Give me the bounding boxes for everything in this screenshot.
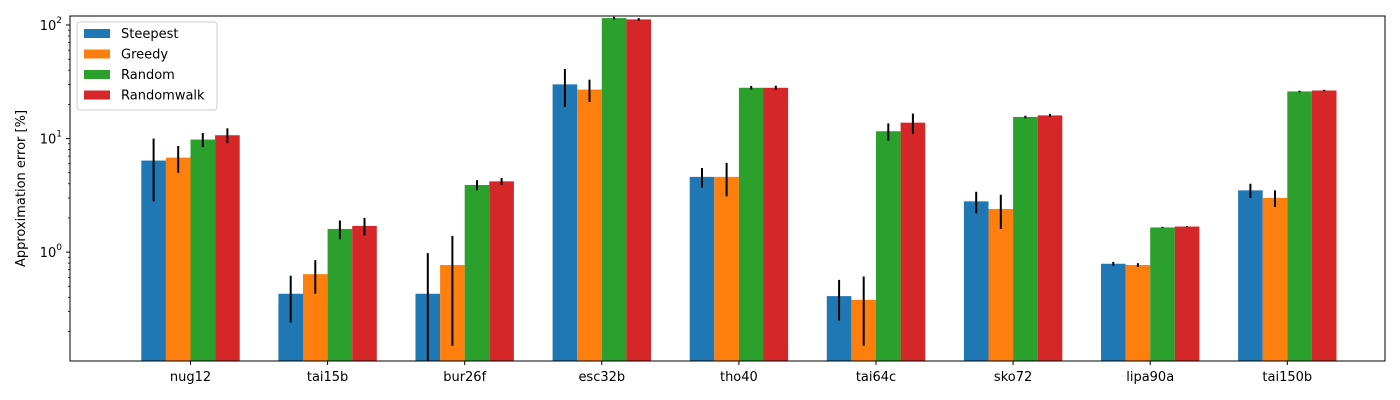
bars-layer [141, 18, 1337, 362]
bar-greedy-tho40 [714, 176, 739, 361]
x-tick-label-nug12: nug12 [170, 370, 211, 385]
bar-random-nug12 [190, 139, 216, 361]
legend-label-steepest: Steepest [121, 27, 178, 42]
bar-steepest-tai150b [1238, 190, 1263, 361]
bar-greedy-lipa90a [1125, 265, 1151, 361]
bar-greedy-esc32b [577, 89, 602, 362]
legend-swatch-steepest [84, 29, 110, 38]
bar-greedy-tai150b [1262, 197, 1288, 361]
bar-randomwalk-lipa90a [1174, 226, 1200, 361]
bar-randomwalk-nug12 [215, 135, 240, 361]
y-tick-label-1: 100 [40, 243, 63, 261]
bar-random-tho40 [738, 87, 764, 361]
x-tick-label-tho40: tho40 [720, 370, 758, 385]
bar-randomwalk-bur26f [489, 181, 514, 361]
bar-greedy-nug12 [165, 157, 191, 361]
bar-random-lipa90a [1150, 227, 1175, 361]
x-tick-label-tai15b: tai15b [307, 370, 348, 385]
bar-random-sko72 [1013, 116, 1038, 361]
y-tick-label-100: 102 [40, 16, 62, 34]
legend-label-randomwalk: Randomwalk [121, 89, 205, 104]
bar-randomwalk-tai64c [900, 122, 926, 361]
bar-randomwalk-tho40 [763, 87, 789, 361]
bar-random-tai15b [327, 228, 353, 361]
x-tick-label-tai64c: tai64c [856, 370, 896, 385]
x-axis-ticks: nug12 tai15b bur26f esc32b tho40 tai64c sko72 l… [170, 361, 1312, 385]
legend-swatch-greedy [84, 49, 110, 59]
legend: Steepest Greedy Random Randomwalk [76, 21, 218, 111]
bar-randomwalk-tai150b [1311, 90, 1337, 361]
bar-randomwalk-sko72 [1037, 115, 1063, 361]
x-tick-label-tai150b: tai150b [1262, 370, 1312, 385]
error-bars-layer [152, 16, 1326, 361]
x-tick-label-lipa90a: lipa90a [1126, 370, 1174, 385]
bar-greedy-sko72 [988, 208, 1014, 361]
bar-random-tai64c [876, 131, 901, 361]
bar-random-tai150b [1287, 91, 1312, 362]
y-axis-ticks: 100 101 102 [40, 16, 70, 332]
bar-steepest-esc32b [552, 84, 578, 362]
legend-box [76, 21, 218, 111]
x-tick-label-bur26f: bur26f [443, 370, 486, 385]
legend-swatch-randomwalk [84, 90, 110, 100]
bar-randomwalk-tai15b [352, 225, 377, 361]
legend-label-random: Random [121, 68, 175, 83]
bar-randomwalk-esc32b [626, 19, 651, 362]
legend-label-greedy: Greedy [121, 48, 168, 63]
bar-steepest-sko72 [963, 201, 989, 361]
x-tick-label-sko72: sko72 [994, 370, 1032, 385]
y-axis-label: Approximation error [%] [14, 110, 29, 267]
y-tick-label-10: 101 [40, 130, 62, 148]
bar-steepest-tho40 [689, 176, 715, 361]
bar-random-esc32b [601, 18, 627, 361]
bar-steepest-lipa90a [1101, 263, 1126, 361]
plot-frame [69, 15, 1386, 362]
bar-random-bur26f [464, 185, 490, 361]
x-tick-label-esc32b: esc32b [578, 370, 625, 385]
legend-swatch-random [84, 70, 110, 79]
